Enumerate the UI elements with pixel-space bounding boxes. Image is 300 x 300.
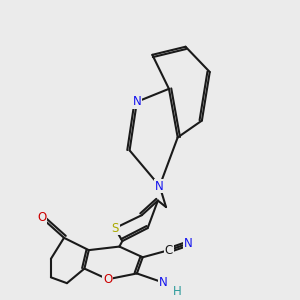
Text: N: N <box>133 95 141 108</box>
Text: H: H <box>173 285 182 298</box>
Text: O: O <box>37 211 46 224</box>
Text: S: S <box>111 222 119 235</box>
Text: C: C <box>165 244 173 256</box>
Text: N: N <box>155 179 164 193</box>
Text: N: N <box>184 237 192 250</box>
Text: N: N <box>159 276 167 289</box>
Text: O: O <box>103 273 112 286</box>
